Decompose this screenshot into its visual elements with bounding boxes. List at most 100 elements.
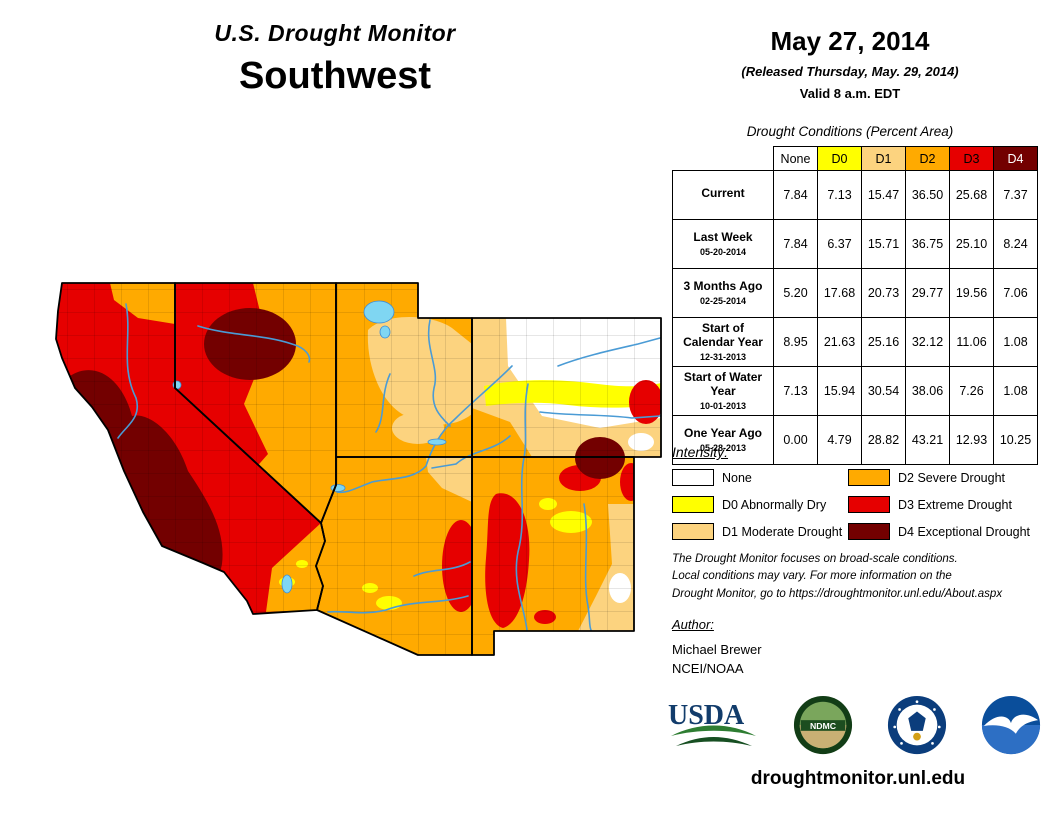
table-cell: 15.94 bbox=[817, 366, 862, 416]
valid-time: Valid 8 a.m. EDT bbox=[799, 86, 901, 101]
page-title: U.S. Drought Monitor bbox=[214, 20, 456, 46]
table-cell: 36.75 bbox=[905, 219, 950, 269]
county-lines bbox=[56, 283, 661, 655]
state-borders bbox=[55, 282, 662, 656]
column-header-none: None bbox=[773, 146, 818, 171]
legend-swatch-d0 bbox=[672, 496, 714, 513]
legend-swatch-d3 bbox=[848, 496, 890, 513]
legend-item-d2: D2 Severe Drought bbox=[848, 469, 1044, 486]
legend-swatch-d2 bbox=[848, 469, 890, 486]
table-row: Current 7.84 7.13 15.47 36.50 25.68 7.37 bbox=[672, 170, 1038, 220]
lake-powell bbox=[427, 438, 447, 446]
legend-title: Intensity: bbox=[672, 444, 729, 460]
column-header-d4: D4 bbox=[993, 146, 1038, 171]
legend-label: None bbox=[722, 470, 752, 485]
row-date: 05-28-2013 bbox=[699, 442, 747, 453]
table-cell: 8.24 bbox=[993, 219, 1038, 269]
table-header-row: None D0 D1 D2 D3 D4 bbox=[672, 146, 1038, 171]
legend-item-none: None bbox=[672, 469, 848, 486]
table-cell: 28.82 bbox=[861, 415, 906, 465]
legend-item-d1: D1 Moderate Drought bbox=[672, 523, 848, 540]
table-cell: 8.95 bbox=[773, 317, 818, 367]
column-header-d1: D1 bbox=[861, 146, 906, 171]
table-cell: 15.47 bbox=[861, 170, 906, 220]
drought-conditions-table: None D0 D1 D2 D3 D4 Current 7.84 7.13 15… bbox=[672, 146, 1038, 465]
footer-url: droughtmonitor.unl.edu bbox=[750, 768, 966, 789]
table-cell: 0.00 bbox=[773, 415, 818, 465]
rivers bbox=[117, 303, 661, 631]
author-block: Author: Michael Brewer NCEI/NOAA bbox=[672, 617, 762, 679]
legend-label: D0 Abnormally Dry bbox=[722, 497, 827, 512]
legend-swatch-d4 bbox=[848, 523, 890, 540]
column-header-d0: D0 bbox=[817, 146, 862, 171]
author-name: Michael Brewer bbox=[672, 642, 762, 657]
table-cell: 1.08 bbox=[993, 366, 1038, 416]
date-block: May 27, 2014 (Released Thursday, May. 29… bbox=[668, 26, 1032, 101]
doc-seal-logo bbox=[887, 695, 947, 755]
column-header-d2: D2 bbox=[905, 146, 950, 171]
row-label: 3 Months Ago bbox=[683, 279, 763, 294]
row-label-cell: 3 Months Ago 02-25-2014 bbox=[672, 268, 774, 318]
table-cell: 25.16 bbox=[861, 317, 906, 367]
table-cell: 43.21 bbox=[905, 415, 950, 465]
table-cell: 10.25 bbox=[993, 415, 1038, 465]
table-cell: 29.77 bbox=[905, 268, 950, 318]
table-cell: 6.37 bbox=[817, 219, 862, 269]
table-cell: 7.13 bbox=[817, 170, 862, 220]
legend-item-d4: D4 Exceptional Drought bbox=[848, 523, 1044, 540]
table-cell: 15.71 bbox=[861, 219, 906, 269]
table-cell: 21.63 bbox=[817, 317, 862, 367]
legend-item-d3: D3 Extreme Drought bbox=[848, 496, 1044, 513]
disclaimer-text: The Drought Monitor focuses on broad-sca… bbox=[672, 551, 1044, 603]
legend-label: D3 Extreme Drought bbox=[898, 497, 1012, 512]
noaa-logo bbox=[981, 695, 1041, 755]
table-cell: 19.56 bbox=[949, 268, 994, 318]
row-date: 05-20-2014 bbox=[699, 246, 747, 257]
row-label-cell: Start of Calendar Year 12-31-2013 bbox=[672, 317, 774, 367]
table-cell: 11.06 bbox=[949, 317, 994, 367]
table-cell: 25.10 bbox=[949, 219, 994, 269]
row-label-cell: Last Week 05-20-2014 bbox=[672, 219, 774, 269]
row-label-cell: One Year Ago 05-28-2013 bbox=[672, 415, 774, 465]
table-row: Start of Water Year 10-01-2013 7.13 15.9… bbox=[672, 366, 1038, 416]
legend-label: D4 Exceptional Drought bbox=[898, 524, 1031, 539]
released-date: (Released Thursday, May. 29, 2014) bbox=[741, 64, 959, 79]
disclaimer-line: The Drought Monitor focuses on broad-sca… bbox=[672, 553, 958, 565]
ndmc-logo: NDMC bbox=[793, 695, 853, 755]
table-cell: 7.84 bbox=[773, 219, 818, 269]
legend-label: D1 Moderate Drought bbox=[722, 524, 843, 539]
drought-map bbox=[55, 282, 662, 656]
table-row: Start of Calendar Year 12-31-2013 8.95 2… bbox=[672, 317, 1038, 367]
author-org: NCEI/NOAA bbox=[672, 660, 744, 676]
table-cell: 7.06 bbox=[993, 268, 1038, 318]
table-cell: 17.68 bbox=[817, 268, 862, 318]
table-cell: 7.26 bbox=[949, 366, 994, 416]
table-row: One Year Ago 05-28-2013 0.00 4.79 28.82 … bbox=[672, 415, 1038, 465]
table-cell: 7.84 bbox=[773, 170, 818, 220]
table-cell: 30.54 bbox=[861, 366, 906, 416]
table-title: Drought Conditions (Percent Area) bbox=[746, 124, 954, 139]
row-date: 10-01-2013 bbox=[699, 400, 747, 411]
legend-swatch-d1 bbox=[672, 523, 714, 540]
row-label-cell: Start of Water Year 10-01-2013 bbox=[672, 366, 774, 416]
agency-logos: USDA NDMC bbox=[666, 694, 1042, 756]
row-label-cell: Current bbox=[672, 170, 774, 220]
legend-label: D2 Severe Drought bbox=[898, 470, 1006, 485]
legend-swatch-none bbox=[672, 469, 714, 486]
row-label: Start of Water Year bbox=[683, 370, 763, 398]
row-date: 12-31-2013 bbox=[699, 351, 747, 362]
great-salt-lake bbox=[363, 300, 395, 324]
table-cell: 5.20 bbox=[773, 268, 818, 318]
table-cell: 12.93 bbox=[949, 415, 994, 465]
usda-logo: USDA bbox=[668, 700, 756, 746]
disclaimer-line: Drought Monitor, go to https://droughtmo… bbox=[672, 587, 1003, 600]
table-row: Last Week 05-20-2014 7.84 6.37 15.71 36.… bbox=[672, 219, 1038, 269]
map-container bbox=[40, 266, 664, 670]
legend-grid: None D0 Abnormally Dry D1 Moderate Droug… bbox=[672, 469, 1044, 540]
map-date: May 27, 2014 bbox=[770, 26, 930, 56]
legend-item-d0: D0 Abnormally Dry bbox=[672, 496, 848, 513]
author-heading: Author: bbox=[672, 617, 714, 632]
table-corner-cell bbox=[672, 146, 774, 171]
table-cell: 20.73 bbox=[861, 268, 906, 318]
table-row: 3 Months Ago 02-25-2014 5.20 17.68 20.73… bbox=[672, 268, 1038, 318]
